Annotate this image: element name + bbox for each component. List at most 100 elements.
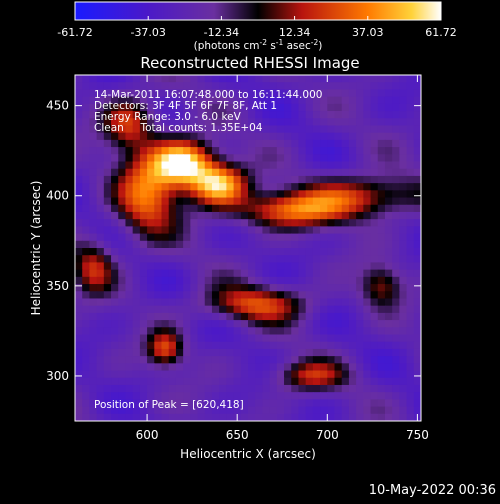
heatmap-cell [269,248,278,256]
heatmap-cell [298,89,307,98]
heatmap-cell [276,298,285,307]
heatmap-cell [168,132,177,141]
heatmap-cell [154,219,163,227]
heatmap-cell [233,334,242,343]
heatmap-cell [204,226,213,235]
heatmap-cell [211,111,220,119]
heatmap-cell [305,348,314,357]
heatmap-cell [312,132,321,141]
heatmap-cell [312,118,321,127]
heatmap-cell [255,219,264,227]
heatmap-cell [125,262,134,271]
heatmap-cell [204,154,213,163]
heatmap-cell [183,341,191,350]
heatmap-cell [75,82,83,91]
heatmap-cell [161,348,170,357]
heatmap-cell [118,363,127,372]
heatmap-cell [334,384,343,393]
heatmap-cell [111,305,119,314]
heatmap-cell [377,370,386,379]
heatmap-cell [147,219,155,227]
heatmap-cell [75,226,83,235]
heatmap-cell [132,327,141,336]
heatmap-cell [276,111,285,119]
heatmap-cell [327,370,336,379]
heatmap-cell [132,248,141,256]
heatmap-cell [175,327,184,336]
heatmap-cell [118,406,127,415]
heatmap-cell [392,226,400,235]
heatmap-cell [240,204,249,213]
heatmap-cell [298,190,307,199]
heatmap-cell [384,413,393,421]
heatmap-cell [255,190,264,199]
heatmap-cell [132,190,141,199]
heatmap-cell [406,183,415,191]
heatmap-cell [377,240,386,249]
heatmap-cell [233,103,242,112]
heatmap-cell [125,298,134,307]
heatmap-cell [384,226,393,235]
heatmap-cell [103,269,112,278]
heatmap-cell [175,118,184,127]
heatmap-cell [183,147,191,155]
heatmap-cell [406,363,415,372]
heatmap-cell [406,341,415,350]
heatmap-cell [406,255,415,264]
heatmap-cell [96,284,105,292]
heatmap-cell [168,226,177,235]
heatmap-cell [204,82,213,91]
heatmap-cell [226,118,235,127]
heatmap-cell [132,89,141,98]
heatmap-cell [219,298,227,307]
heatmap-cell [154,111,163,119]
heatmap-cell [183,305,191,314]
heatmap-cell [96,190,105,199]
heatmap-cell [399,211,408,220]
heatmap-cell [269,348,278,357]
heatmap-cell [219,75,227,83]
heatmap-cell [219,334,227,343]
heatmap-cell [334,399,343,408]
heatmap-cell [399,89,408,98]
heatmap-cell [190,168,199,177]
heatmap-cell [219,240,227,249]
heatmap-cell [262,211,271,220]
heatmap-cell [348,233,357,242]
heatmap-cell [255,334,264,343]
heatmap-cell [161,197,170,206]
heatmap-cell [154,147,163,155]
heatmap-cell [334,219,343,227]
heatmap-cell [161,118,170,127]
heatmap-cell [211,413,220,421]
heatmap-cell [82,197,91,206]
heatmap-cell [175,240,184,249]
heatmap-cell [284,204,292,213]
heatmap-cell [284,132,292,141]
heatmap-cell [377,154,386,163]
heatmap-cell [132,211,141,220]
heatmap-cell [226,125,235,134]
heatmap-cell [183,406,191,415]
heatmap-cell [248,132,256,141]
heatmap-cell [82,233,91,242]
heatmap-cell [377,183,386,191]
heatmap-cell [406,132,415,141]
heatmap-cell [147,125,155,134]
heatmap-cell [370,341,379,350]
heatmap-cell [226,154,235,163]
heatmap-cell [284,168,292,177]
heatmap-cell [312,284,321,292]
heatmap-cell [103,132,112,141]
heatmap-cell [276,327,285,336]
heatmap-cell [168,219,177,227]
heatmap-cell [413,161,421,170]
heatmap-cell [363,226,372,235]
heatmap-cell [89,413,98,421]
heatmap-cell [226,147,235,155]
heatmap-cell [168,103,177,112]
heatmap-cell [132,269,141,278]
heatmap-cell [96,89,105,98]
heatmap-cell [111,183,119,191]
heatmap-cell [255,168,264,177]
